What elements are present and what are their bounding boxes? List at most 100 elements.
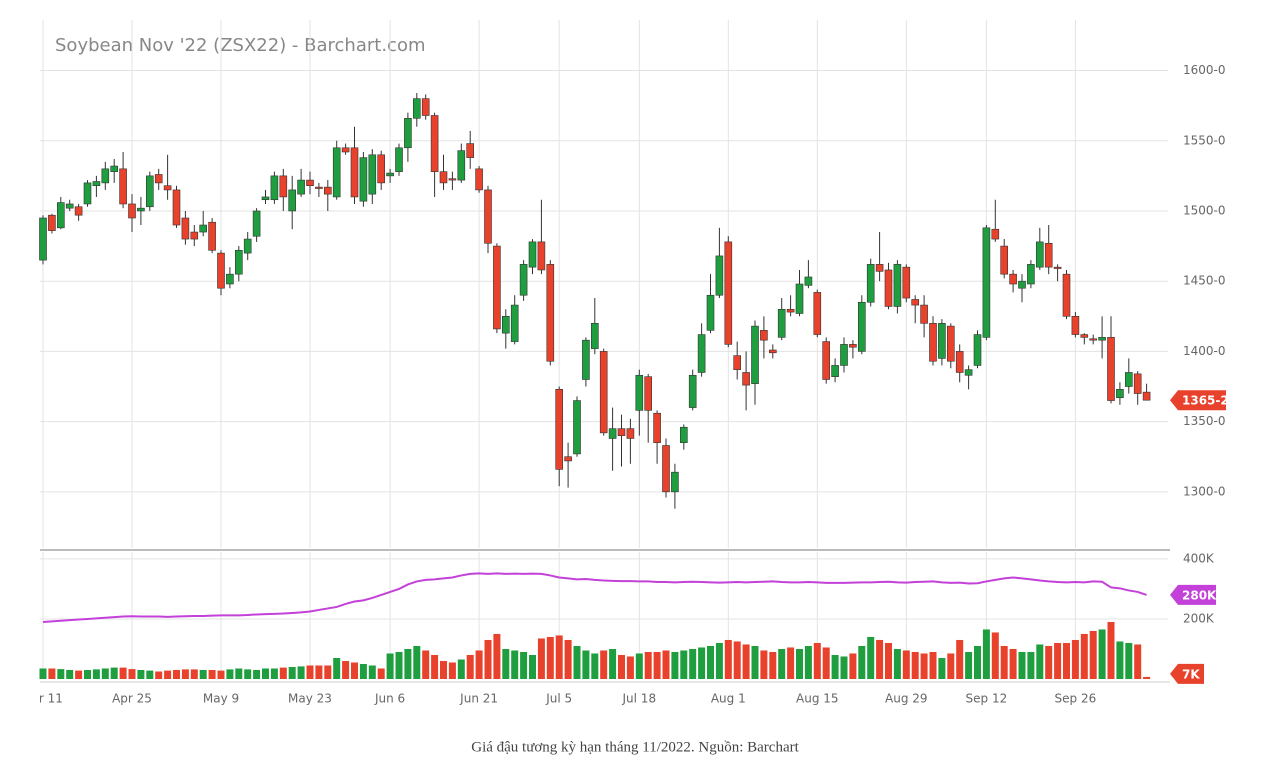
volume-bar xyxy=(315,665,323,679)
volume-bar xyxy=(146,670,154,679)
candle-body xyxy=(377,154,386,184)
x-tick-label: Jul 18 xyxy=(622,692,657,706)
volume-bar xyxy=(1000,645,1008,679)
volume-bar xyxy=(555,635,563,679)
volume-bar xyxy=(1125,642,1133,679)
volume-bar xyxy=(804,645,812,679)
volume-bar xyxy=(1018,651,1026,679)
candle-body xyxy=(644,376,653,411)
candle-body xyxy=(332,147,341,198)
x-tick-label: Jul 5 xyxy=(545,692,572,706)
volume-bar xyxy=(867,636,875,679)
volume-bar xyxy=(1098,629,1106,679)
candle-body xyxy=(715,255,724,296)
x-tick-label: Sep 12 xyxy=(966,692,1008,706)
candle-body xyxy=(217,252,225,289)
candle-body xyxy=(1098,337,1106,341)
volume-bar xyxy=(618,654,625,679)
candle-body xyxy=(1009,273,1017,285)
volume-bar xyxy=(591,653,599,679)
volume-bar xyxy=(1036,644,1044,679)
candle-body xyxy=(395,147,403,172)
volume-bar xyxy=(466,654,474,679)
candle-body xyxy=(760,330,768,341)
candle-body xyxy=(1080,334,1089,338)
candle-body xyxy=(662,445,670,493)
volume-bar xyxy=(270,668,278,679)
volume-bar xyxy=(92,669,100,679)
volume-bar xyxy=(119,667,127,679)
volume-bar xyxy=(707,645,714,679)
volume-bar xyxy=(333,657,341,679)
candle-body xyxy=(929,323,937,362)
x-tick-label: Aug 1 xyxy=(711,692,746,706)
volume-bar xyxy=(493,633,501,679)
volume-bar xyxy=(1071,639,1079,679)
volume-bar xyxy=(297,666,305,679)
candle-body xyxy=(181,217,190,240)
volume-bar xyxy=(653,651,661,679)
candle-body xyxy=(146,175,154,208)
volume-bar xyxy=(66,669,74,679)
volume-bar xyxy=(582,650,590,679)
candle-body xyxy=(946,325,955,362)
volume-bar xyxy=(858,645,866,679)
volume-bar xyxy=(546,636,554,679)
volume-bar xyxy=(208,669,216,679)
volume-bar xyxy=(235,668,243,679)
candle-body xyxy=(884,269,893,307)
candle-body xyxy=(190,231,199,240)
candle-body xyxy=(849,344,857,348)
volume-bar xyxy=(1009,648,1017,679)
volume-bar xyxy=(1089,630,1097,679)
candle-body xyxy=(528,241,537,268)
candle-body xyxy=(608,428,617,439)
volume-bar xyxy=(48,668,56,679)
candle-body xyxy=(866,264,875,303)
x-tick-label: Apr 11 xyxy=(23,692,63,706)
candle-body xyxy=(101,168,110,184)
volume-bar xyxy=(279,667,287,679)
candle-body xyxy=(83,182,92,205)
volume-bar xyxy=(911,651,919,679)
volume-bar xyxy=(1143,676,1151,679)
candle-body xyxy=(786,308,795,313)
candle-body xyxy=(74,206,83,216)
candle-body xyxy=(635,374,644,411)
volume-bar xyxy=(573,645,581,679)
value-tag-label: 280K xyxy=(1182,588,1217,602)
volume-bar xyxy=(1116,641,1124,679)
candle-body xyxy=(813,292,822,335)
volume-bar xyxy=(448,662,456,679)
candle-body xyxy=(920,304,928,324)
value-tag xyxy=(1170,390,1226,411)
value-tag xyxy=(1170,663,1204,684)
candle-body xyxy=(777,308,786,338)
x-tick-label: May 23 xyxy=(288,692,332,706)
candle-body xyxy=(795,283,804,314)
volume-bar xyxy=(831,654,839,679)
volume-bar xyxy=(920,653,928,679)
candle-body xyxy=(279,175,288,198)
volume-bar xyxy=(520,651,528,679)
volume-bar xyxy=(244,669,252,679)
volume-bar xyxy=(778,648,786,679)
volume-bar xyxy=(840,656,848,679)
candle-body xyxy=(857,301,866,352)
candle-body xyxy=(955,351,964,373)
candle-body xyxy=(243,238,252,254)
volume-bar xyxy=(938,657,946,679)
volume-bar xyxy=(511,650,519,679)
candle-body xyxy=(252,210,261,237)
candle-body xyxy=(261,196,270,201)
candle-body xyxy=(1062,273,1071,317)
open-interest-line xyxy=(42,572,1147,623)
candle-body xyxy=(288,189,297,212)
volume-bar xyxy=(475,650,483,679)
volume-bar xyxy=(440,660,447,679)
volume-bar xyxy=(324,665,332,679)
volume-bar xyxy=(902,650,910,679)
candle-body xyxy=(519,264,528,296)
candle-body xyxy=(875,264,884,272)
volume-bar xyxy=(671,651,679,679)
